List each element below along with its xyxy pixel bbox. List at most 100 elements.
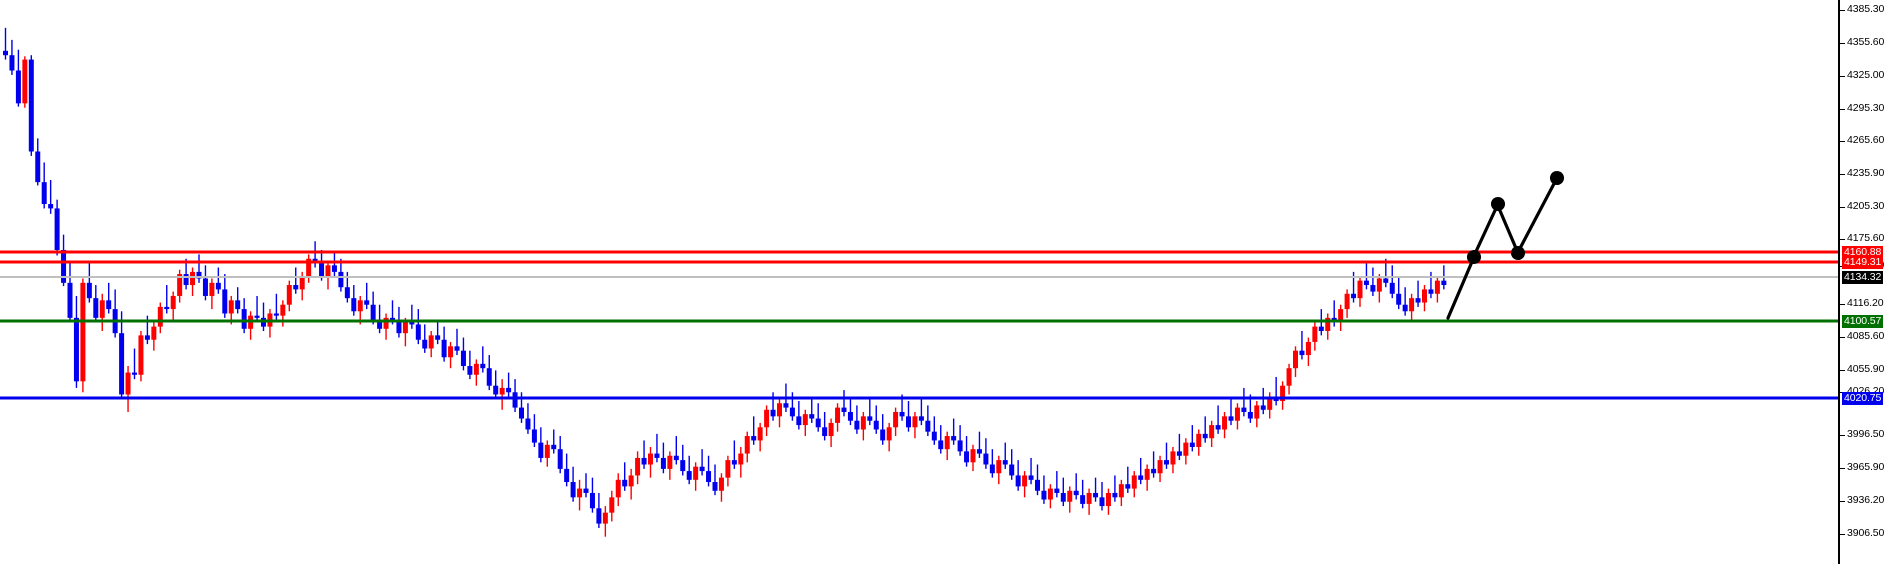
candle-body	[209, 282, 215, 296]
candle-body	[422, 339, 428, 349]
candle-body	[61, 250, 67, 283]
candle-body	[170, 295, 176, 310]
candle-body	[1157, 460, 1163, 474]
candle-body	[357, 300, 363, 312]
axis-tick	[1840, 10, 1845, 11]
candle-body	[544, 444, 550, 458]
candle-body	[764, 409, 770, 428]
axis-label: 4325.00	[1847, 69, 1885, 81]
candle-body	[751, 436, 757, 441]
candle-body	[893, 411, 899, 428]
candle-body	[1344, 293, 1350, 310]
candle-body	[1422, 289, 1427, 303]
candle-body	[1183, 442, 1189, 456]
price-tag-4160.88[interactable]: 4160.88	[1842, 246, 1884, 259]
candle-body	[1196, 433, 1202, 447]
candle-body	[860, 416, 866, 430]
axis-label: 4295.30	[1847, 102, 1885, 114]
candle-body	[486, 368, 492, 386]
candle-body	[686, 471, 692, 480]
candle-body	[1125, 484, 1131, 489]
axis-tick	[1840, 304, 1845, 305]
candle-body	[1138, 475, 1144, 480]
candle-body	[106, 300, 112, 310]
candle-body	[480, 363, 486, 369]
candle-body	[1093, 492, 1099, 498]
price-tag-4100.57[interactable]: 4100.57	[1842, 315, 1884, 328]
candle-body	[235, 300, 241, 310]
projection-arrows[interactable]	[0, 0, 1838, 564]
candle-body	[22, 59, 28, 104]
candle-body	[783, 403, 789, 408]
axis-label: 4026.20	[1847, 385, 1885, 397]
candle-body	[1222, 416, 1228, 430]
axis-tick	[1840, 501, 1845, 502]
candle-body	[886, 427, 892, 441]
candle-body	[564, 468, 570, 483]
candle-body	[1099, 497, 1105, 507]
axis-label: 3936.20	[1847, 494, 1885, 506]
candle-body	[1396, 293, 1402, 305]
candle-body	[841, 407, 847, 412]
candle-body	[1015, 475, 1021, 487]
projection-leg-1-up[interactable]	[1446, 249, 1482, 320]
candle-body	[54, 208, 60, 251]
candle-body	[680, 460, 686, 472]
candle-body	[506, 387, 512, 393]
candle-body	[899, 411, 905, 417]
axis-tick	[1840, 337, 1845, 338]
axis-label: 4355.60	[1847, 36, 1885, 48]
candle-body	[202, 278, 208, 296]
candle-body	[976, 449, 982, 454]
candle-body	[867, 416, 873, 421]
axis-label: 4055.90	[1847, 363, 1885, 375]
projection-leg-3-down[interactable]	[1496, 204, 1526, 261]
price-tag-4134.32[interactable]: 4134.32	[1842, 271, 1884, 284]
candle-body	[854, 420, 860, 430]
candle-body	[151, 326, 157, 340]
candle-body	[99, 300, 105, 318]
candle-body	[1428, 289, 1434, 294]
candle-body	[822, 427, 828, 437]
candle-body	[835, 407, 841, 423]
candle-body	[757, 427, 763, 441]
candle-body	[331, 265, 337, 272]
candle-body	[1267, 396, 1273, 410]
candle-body	[441, 339, 447, 358]
axis-tick	[1840, 435, 1845, 436]
candle-body	[1312, 326, 1318, 342]
candle-body	[1176, 451, 1182, 456]
price-tag-4020.75[interactable]: 4020.75	[1842, 392, 1884, 405]
price-axis[interactable]: 4385.30 4355.60 4325.00 4295.30 4265.60 4235.…	[1838, 0, 1885, 564]
candle-body	[1202, 433, 1208, 439]
candle-body	[402, 322, 408, 334]
candle-body	[577, 488, 583, 498]
price-tag-4149.31[interactable]: 4149.31	[1842, 256, 1884, 269]
candle-body	[731, 460, 737, 465]
candle-body	[957, 440, 963, 452]
candle-body	[557, 449, 563, 469]
candle-body	[364, 300, 370, 305]
candle-body	[1105, 492, 1111, 507]
projection-leg-2-up[interactable]	[1471, 196, 1506, 260]
candle-body	[377, 320, 383, 329]
candle-body	[460, 350, 466, 367]
candle-body	[1164, 460, 1169, 465]
chart-plot-area[interactable]	[0, 0, 1838, 564]
candle-body	[1402, 304, 1408, 312]
axis-tick	[1840, 370, 1845, 371]
candle-body	[906, 416, 911, 428]
candle-body	[1409, 298, 1415, 312]
candle-body	[654, 453, 660, 458]
candle-body	[777, 403, 782, 417]
axis-tick	[1840, 207, 1845, 208]
candle-body	[628, 475, 634, 487]
axis-label: 3996.50	[1847, 428, 1885, 440]
projection-leg-4-up[interactable]	[1515, 170, 1565, 256]
candle-body	[9, 55, 15, 71]
candle-body	[531, 429, 537, 443]
candle-body	[828, 422, 834, 437]
candle-body	[15, 70, 21, 104]
candle-body	[648, 453, 653, 465]
